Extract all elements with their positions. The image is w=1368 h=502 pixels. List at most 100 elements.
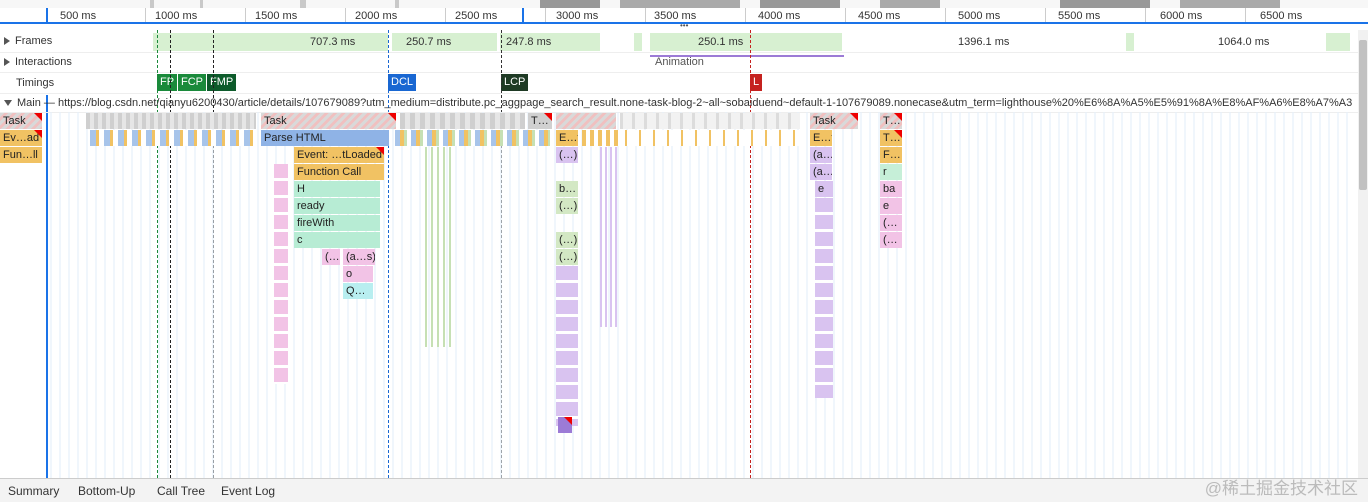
q-block[interactable]: Q… <box>343 283 373 299</box>
event-block[interactable]: Ev…ad <box>0 130 42 146</box>
h-block[interactable]: H <box>294 181 380 197</box>
frames-track-toggle[interactable]: Frames <box>4 35 52 47</box>
function-block[interactable]: b… <box>556 181 578 197</box>
anon-label: (a…s) <box>346 251 375 263</box>
anon-label: (…) <box>559 251 578 263</box>
event-label: E…t <box>559 132 578 144</box>
function-call-block[interactable]: Function Call <box>294 164 384 180</box>
load-marker[interactable]: L <box>750 74 763 91</box>
tick-label: 1000 ms <box>155 10 198 22</box>
parse-html-label: Parse HTML <box>264 132 326 144</box>
lcp-marker[interactable]: LCP <box>501 74 529 91</box>
interactions-track-toggle[interactable]: Interactions <box>4 56 72 68</box>
bottom-tabs: Summary Bottom-Up Call Tree Event Log <box>0 478 1368 502</box>
selection-right-handle[interactable] <box>522 8 524 24</box>
anon-label: (… <box>883 234 898 246</box>
task-block[interactable]: T… <box>528 113 552 129</box>
fcp-marker[interactable]: FCP <box>178 74 206 91</box>
parse-html-block[interactable]: Parse HTML <box>261 130 389 146</box>
o-block[interactable]: o <box>343 266 373 282</box>
task-block[interactable]: Task <box>810 113 858 129</box>
cursor-line <box>46 95 48 478</box>
function-block[interactable]: r <box>880 164 902 180</box>
vertical-scrollbar[interactable] <box>1358 30 1368 478</box>
q-label: Q… <box>346 285 366 297</box>
fmp-marker[interactable]: FMP <box>207 74 237 91</box>
task-label: Task <box>3 115 26 127</box>
function-label: b… <box>559 183 577 195</box>
tick-label: 6500 ms <box>1260 10 1303 22</box>
anon-label: (a…) <box>813 149 832 161</box>
anon-block[interactable]: (…) <box>556 147 578 163</box>
frame-duration: 250.7 ms <box>406 36 452 48</box>
function-label: e <box>818 183 825 195</box>
flame-chart[interactable]: Task Task T… Task T… Ev…ad Parse HTML E…… <box>0 112 1358 478</box>
tab-bottom-up[interactable]: Bottom-Up <box>78 484 136 498</box>
frame-block[interactable] <box>153 33 388 51</box>
frame-block[interactable] <box>634 33 642 51</box>
frame-block[interactable] <box>500 33 600 51</box>
function-block[interactable]: Fun…ll <box>0 147 42 163</box>
timings-label: Timings <box>16 77 55 89</box>
animation-bar[interactable] <box>650 52 844 57</box>
tick-label: 5500 ms <box>1058 10 1101 22</box>
tab-summary[interactable]: Summary <box>8 484 60 498</box>
anon-label: (… <box>883 217 898 229</box>
resize-grip-icon[interactable]: ••• <box>680 21 689 30</box>
tick-label: 1500 ms <box>255 10 298 22</box>
event-loaded-label: Event: …tLoaded <box>297 149 383 161</box>
event-loaded-block[interactable]: Event: …tLoaded <box>294 147 384 163</box>
function-label: r <box>883 166 887 178</box>
fp-marker[interactable]: FP <box>157 74 178 91</box>
interactions-label: Interactions <box>15 56 72 68</box>
frame-block[interactable] <box>392 33 497 51</box>
anon-block[interactable]: (… <box>880 215 902 231</box>
anon-label: (a…) <box>813 166 832 178</box>
function-block[interactable]: e <box>880 198 902 214</box>
expand-arrow-icon <box>4 37 10 46</box>
anon-block[interactable]: (… <box>322 249 340 265</box>
anon-block[interactable]: (…) <box>556 249 578 265</box>
collapse-arrow-icon <box>4 100 12 107</box>
tab-call-tree[interactable]: Call Tree <box>157 484 206 498</box>
tick-label: 4000 ms <box>758 10 801 22</box>
task-block[interactable]: T… <box>880 113 902 129</box>
interactions-track[interactable]: Interactions <box>0 52 1358 73</box>
frame-block[interactable] <box>1126 33 1134 51</box>
function-call-label: Function Call <box>297 166 362 178</box>
frame-block[interactable] <box>650 33 842 51</box>
expand-arrow-icon <box>4 58 10 67</box>
anon-block[interactable]: (…) <box>556 232 578 248</box>
anon-block[interactable]: (a…) <box>810 147 832 163</box>
main-track-toggle[interactable]: Main — https://blog.csdn.net/qianyu62004… <box>4 97 1352 109</box>
frame-block[interactable] <box>1326 33 1350 51</box>
frame-duration: 250.1 ms <box>698 36 744 48</box>
function-block[interactable]: F… <box>880 147 902 163</box>
scrollbar-thumb[interactable] <box>1359 40 1367 190</box>
anon-block[interactable]: (a…) <box>810 164 832 180</box>
selection-left-handle[interactable] <box>46 8 48 24</box>
function-block[interactable]: e <box>815 181 833 197</box>
task-block[interactable]: Task <box>261 113 396 129</box>
function-label: ba <box>883 183 896 195</box>
frames-track[interactable]: Frames <box>0 31 1358 53</box>
tick-label: 4500 ms <box>858 10 901 22</box>
anon-block[interactable]: (…) <box>556 198 578 214</box>
tick-label: 2000 ms <box>355 10 398 22</box>
firewith-block[interactable]: fireWith <box>294 215 380 231</box>
c-block[interactable]: c <box>294 232 380 248</box>
tab-event-log[interactable]: Event Log <box>221 484 276 498</box>
dcl-marker[interactable]: DCL <box>388 74 417 91</box>
event-block[interactable]: E…t <box>556 130 578 146</box>
anon-block[interactable]: (a…s) <box>343 249 375 265</box>
event-block[interactable]: E…t <box>810 130 832 146</box>
function-block[interactable]: ba <box>880 181 902 197</box>
main-track[interactable]: Main — https://blog.csdn.net/qianyu62004… <box>0 94 1358 113</box>
main-thread-label: Main — https://blog.csdn.net/qianyu62004… <box>17 97 1353 109</box>
event-block[interactable]: T… <box>880 130 902 146</box>
anon-block[interactable]: (… <box>880 232 902 248</box>
h-label: H <box>297 183 305 195</box>
task-block[interactable]: Task <box>0 113 42 129</box>
frame-duration: 1396.1 ms <box>958 36 1010 48</box>
ready-block[interactable]: ready <box>294 198 380 214</box>
